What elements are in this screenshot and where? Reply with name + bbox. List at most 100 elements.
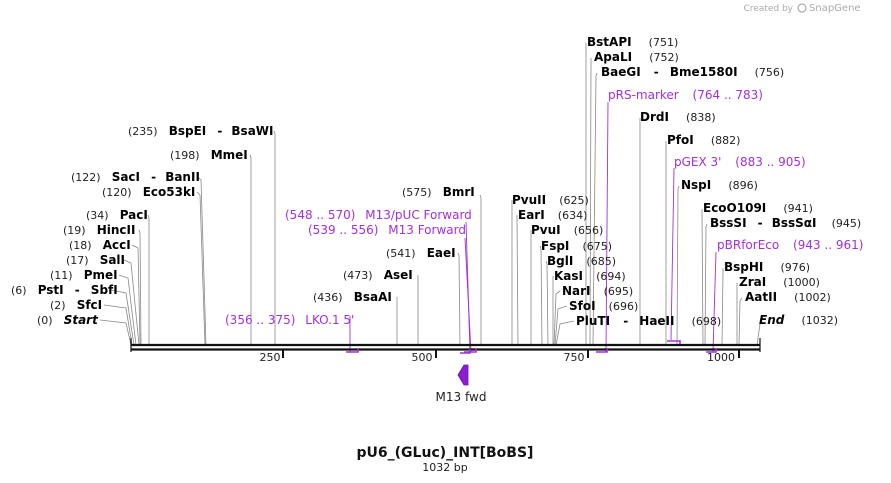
plasmid-length: 1032 bp bbox=[422, 461, 467, 474]
primer-mark-m13puc bbox=[464, 348, 477, 353]
site-bsssi[interactable]: BssSI - BssSαI (945) bbox=[710, 212, 861, 231]
primer-mark-pgex bbox=[667, 340, 681, 344]
site-bstapi[interactable]: BstAPI (751) bbox=[587, 31, 678, 50]
leader-paci bbox=[147, 214, 150, 345]
snapgene-brand-text: SnapGene bbox=[809, 3, 861, 14]
site-eco0109i[interactable]: EcoO109I (941) bbox=[703, 197, 813, 216]
site-apali[interactable]: ApaLI (752) bbox=[594, 46, 679, 65]
primer-marks bbox=[346, 340, 717, 354]
primer-lko[interactable]: (356 .. 375) LKO.1 5' bbox=[225, 313, 354, 327]
leader-baegi bbox=[592, 72, 598, 346]
leader-prs bbox=[605, 101, 609, 353]
site-bmri[interactable]: (575) BmrI bbox=[402, 181, 475, 200]
leader-bgli bbox=[545, 260, 549, 346]
site-leader-lines bbox=[99, 43, 763, 346]
tick-label: 750 bbox=[564, 351, 585, 364]
leader-eaei bbox=[457, 252, 461, 346]
leader-nspi bbox=[676, 185, 680, 346]
leader-pluti bbox=[555, 320, 575, 346]
site-eco53ki[interactable]: (120) Eco53kI bbox=[102, 181, 195, 200]
leader-eari bbox=[516, 215, 519, 346]
site-eaei[interactable]: (541) EaeI bbox=[386, 242, 456, 261]
site-mmei[interactable]: (198) MmeI bbox=[170, 144, 248, 163]
leader-nari bbox=[553, 290, 561, 346]
primer-mark-pbr bbox=[706, 348, 717, 353]
site-saci[interactable]: (122) SacI - BanII bbox=[71, 166, 200, 185]
site-nspi[interactable]: NspI (896) bbox=[681, 174, 758, 193]
dna-backbone bbox=[130, 338, 761, 352]
site-bgli[interactable]: BglI (685) bbox=[547, 250, 616, 269]
site-aatii[interactable]: AatII (1002) bbox=[745, 286, 831, 305]
leader-fspi bbox=[539, 245, 543, 346]
site-labels: (0) Start (2) SfcI (6) PstI - SbfI (11) … bbox=[11, 31, 861, 329]
site-pfoi[interactable]: PfoI (882) bbox=[667, 129, 740, 148]
site-zrai[interactable]: ZraI (1000) bbox=[739, 271, 820, 290]
leader-acci bbox=[131, 244, 141, 346]
leader-pgex bbox=[670, 167, 675, 341]
site-end[interactable]: End (1032) bbox=[759, 309, 838, 328]
feature-m13fwd[interactable]: M13 fwd bbox=[436, 364, 487, 404]
site-pvuii[interactable]: PvuII (625) bbox=[512, 189, 589, 208]
leader-eco0109i bbox=[701, 209, 704, 346]
site-sfoi[interactable]: SfoI (696) bbox=[569, 295, 638, 314]
site-bsphi[interactable]: BspHI (976) bbox=[724, 256, 810, 275]
snapgene-branding: Created by SnapGene bbox=[743, 3, 860, 14]
leader-hincii bbox=[138, 229, 142, 346]
site-kasi[interactable]: KasI (694) bbox=[554, 265, 626, 284]
leader-sfci bbox=[103, 304, 133, 346]
site-paci[interactable]: (34) PacI bbox=[86, 204, 148, 223]
site-nari[interactable]: NarI (695) bbox=[562, 280, 633, 299]
primer-pbr[interactable]: pBRforEco (943 .. 961) bbox=[717, 238, 863, 252]
plasmid-title: pU6_(GLuc)_INT[BoBS] bbox=[357, 445, 534, 461]
scale-ticks: 250 500 750 1000 bbox=[260, 350, 740, 364]
site-baegi[interactable]: BaeGI - Bme1580I (756) bbox=[601, 61, 784, 80]
site-drdi[interactable]: DrdI (838) bbox=[640, 106, 716, 125]
primer-mark-lko bbox=[346, 348, 359, 353]
site-acci[interactable]: (18) AccI bbox=[69, 234, 131, 253]
primer-prs[interactable]: pRS-marker (764 .. 783) bbox=[608, 88, 763, 102]
leader-pbr bbox=[712, 251, 717, 353]
primer-mark-prs bbox=[596, 348, 608, 353]
created-by-text: Created by bbox=[743, 4, 793, 14]
leader-bsphi bbox=[721, 268, 724, 346]
leader-end bbox=[756, 320, 763, 346]
leader-bmri bbox=[479, 194, 482, 345]
leader-mmei bbox=[249, 154, 252, 345]
m13fwd-arrow-icon[interactable] bbox=[457, 364, 469, 386]
leader-sali bbox=[123, 259, 140, 346]
site-sali[interactable]: (17) SalI bbox=[66, 249, 125, 268]
site-pvui[interactable]: PvuI (656) bbox=[531, 219, 603, 238]
site-asei[interactable]: (473) AseI bbox=[343, 264, 413, 283]
tick-label: 500 bbox=[412, 351, 433, 364]
feature-label-m13fwd: M13 fwd bbox=[436, 390, 487, 404]
leader-apali bbox=[589, 58, 592, 346]
leader-saci bbox=[197, 176, 207, 346]
site-eari[interactable]: EarI (634) bbox=[518, 204, 587, 223]
snapgene-logo-icon bbox=[797, 3, 807, 13]
primer-labels: (356 .. 375) LKO.1 5' (548 .. 570) M13/p… bbox=[225, 88, 863, 327]
site-bsaai[interactable]: (436) BsaAI bbox=[313, 286, 392, 305]
tick-label: 1000 bbox=[707, 351, 735, 364]
leader-aatii bbox=[738, 297, 743, 346]
site-fspi[interactable]: FspI (675) bbox=[541, 235, 612, 254]
site-psti[interactable]: (6) PstI - SbfI bbox=[11, 279, 118, 298]
primer-m13puc[interactable]: (548 .. 570) M13/pUC Forward bbox=[285, 208, 472, 222]
site-start[interactable]: (0) Start bbox=[37, 309, 99, 328]
leader-psti bbox=[110, 289, 135, 346]
leader-pmei bbox=[118, 274, 137, 346]
site-sfci[interactable]: (2) SfcI bbox=[50, 294, 102, 313]
primer-pgex[interactable]: pGEX 3' (883 .. 905) bbox=[674, 155, 806, 169]
primer-m13f[interactable]: (539 .. 556) M13 Forward bbox=[308, 223, 466, 237]
leader-bsssi bbox=[704, 223, 708, 346]
leader-eco53ki bbox=[196, 191, 206, 346]
leader-bspei bbox=[273, 130, 276, 345]
site-pluti[interactable]: PluTI - HaeII (698) bbox=[576, 310, 721, 329]
leader-m13f bbox=[464, 237, 472, 353]
leader-start bbox=[99, 319, 132, 346]
site-hincii[interactable]: (19) HincII bbox=[63, 219, 135, 238]
leader-sfoi bbox=[554, 305, 568, 346]
site-pmei[interactable]: (11) PmeI bbox=[50, 264, 118, 283]
primer-mark-m13f bbox=[460, 349, 471, 354]
site-bspei[interactable]: (235) BspEI - BsaWI bbox=[128, 120, 274, 139]
